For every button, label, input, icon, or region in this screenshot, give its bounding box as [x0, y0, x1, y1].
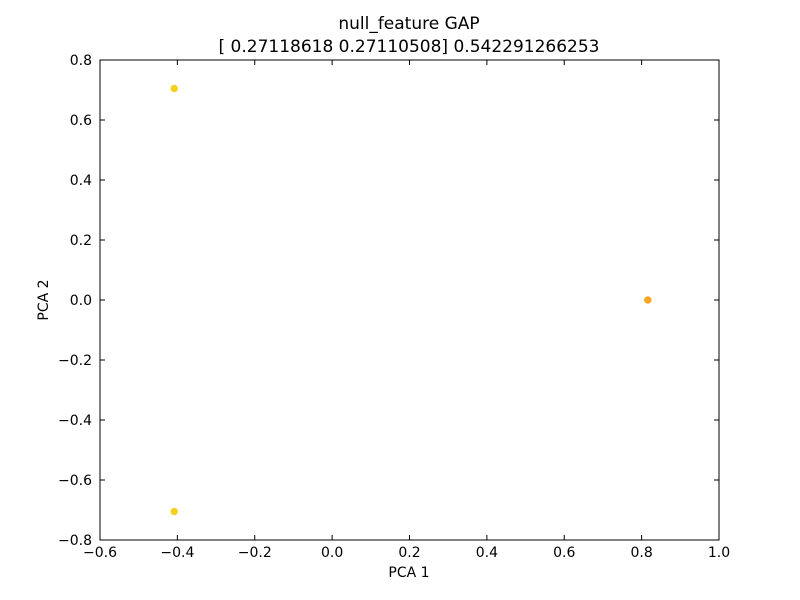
- plot-area: [99, 59, 720, 541]
- chart-subtitle: [ 0.27118618 0.27110508] 0.542291266253: [219, 37, 600, 57]
- y-tick-label: −0.8: [58, 533, 92, 549]
- scatter-point: [644, 296, 652, 304]
- scatter-point: [170, 84, 179, 93]
- y-tick-label: 0.6: [70, 113, 92, 129]
- scatter-points: [170, 84, 652, 516]
- y-tick-label: 0.4: [70, 173, 92, 189]
- x-tick-label: 0.6: [553, 545, 575, 561]
- x-tick-label: 0.2: [398, 545, 420, 561]
- x-tick-label: −0.6: [83, 545, 117, 561]
- y-axis-label: PCA 2: [36, 279, 52, 320]
- x-axis-label: PCA 1: [388, 565, 429, 581]
- x-tick-label: 0.8: [630, 545, 652, 561]
- y-tick-label: −0.6: [58, 473, 92, 489]
- y-axis-ticks: −0.8 −0.6 −0.4 −0.2 0.0 0.2 0.4 0.6 0.8: [58, 53, 719, 549]
- x-tick-label: −0.2: [238, 545, 272, 561]
- scatter-point: [170, 507, 179, 516]
- y-tick-label: 0.0: [70, 293, 92, 309]
- chart-title: null_feature GAP: [338, 14, 479, 34]
- x-tick-label: 0.0: [321, 545, 343, 561]
- x-tick-label: −0.4: [160, 545, 194, 561]
- x-tick-label: 1.0: [708, 545, 730, 561]
- y-tick-label: −0.4: [58, 413, 92, 429]
- x-axis-ticks: −0.6 −0.4 −0.2 0.0 0.2 0.4 0.6 0.8 1.0: [83, 60, 730, 561]
- x-tick-label: 0.4: [476, 545, 498, 561]
- y-tick-label: 0.8: [70, 53, 92, 69]
- y-tick-label: −0.2: [58, 353, 92, 369]
- y-tick-label: 0.2: [70, 233, 92, 249]
